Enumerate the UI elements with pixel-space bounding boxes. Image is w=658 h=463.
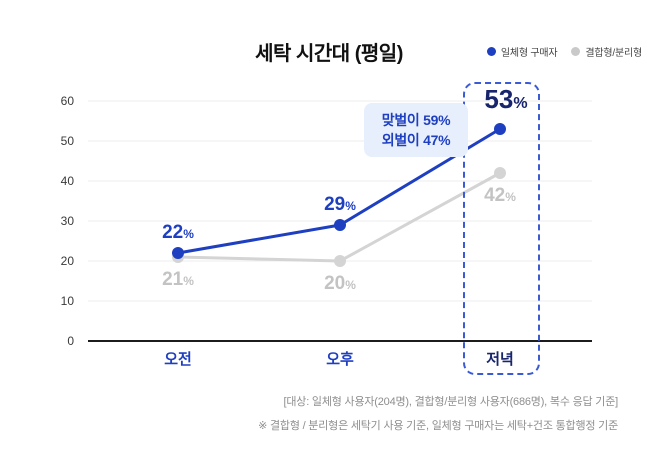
data-point-series-0 [494,123,506,135]
data-point-series-1 [334,255,346,267]
legend-label-integrated: 일체형 구매자 [500,48,558,59]
x-category-label: 오후 [326,351,354,368]
data-label-secondary: 21% [162,269,194,290]
legend: 일체형 구매자 결합형/분리형 [486,44,642,59]
data-label-secondary: 42% [484,185,516,206]
footnote-criteria: ※ 결합형 / 분리형은 세탁기 사용 기준, 일체형 구매자는 세탁+건조 통… [258,420,618,432]
chart-title: 세탁 시간대 (평일) [255,43,403,65]
annotation-line-2: 외벌이 47% [381,132,451,148]
data-point-series-0 [334,219,346,231]
footnote-sample: [대상: 일체형 사용자(204명), 결합형/분리형 사용자(686명), 복… [283,396,619,408]
annotation-box: 맞벌이 59% 외벌이 47% [364,103,468,157]
y-tick-label: 0 [67,334,74,348]
legend-dot-combined-icon [571,47,581,56]
y-tick-label: 10 [61,294,75,308]
x-category-label: 저녁 [486,351,514,368]
data-label-secondary: 20% [324,273,356,294]
y-tick-label: 60 [61,94,75,108]
annotation-line-1: 맞벌이 59% [381,112,451,128]
data-label-primary: 53% [484,84,527,114]
data-label-primary: 29% [324,194,356,215]
legend-dot-integrated-icon [486,47,496,56]
y-tick-label: 50 [61,134,75,148]
data-point-series-1 [494,167,506,179]
legend-label-combined: 결합형/분리형 [585,48,642,59]
legend-item-combined: 결합형/분리형 [571,44,642,59]
y-tick-label: 20 [61,254,75,268]
data-point-series-0 [172,247,184,259]
series-line-1 [176,171,502,263]
y-tick-label: 40 [61,174,75,188]
x-category-label: 오전 [164,351,192,368]
y-tick-label: 30 [61,214,75,228]
data-label-primary: 22% [162,222,194,243]
legend-item-integrated: 일체형 구매자 [486,44,558,59]
